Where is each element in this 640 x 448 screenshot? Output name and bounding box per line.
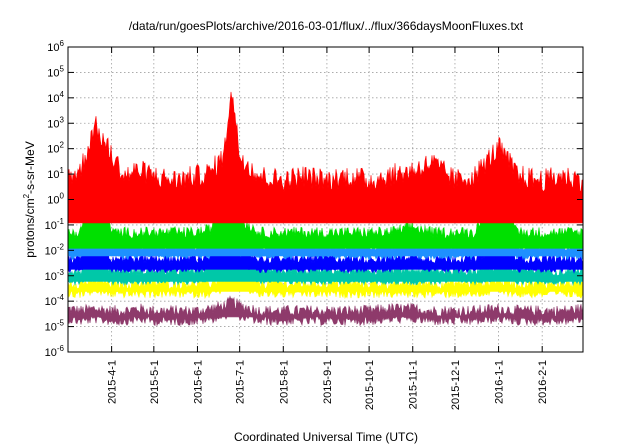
y-tick-exponent: -6 bbox=[57, 344, 65, 353]
y-tick-base: 10 bbox=[45, 271, 57, 283]
y-tick-base: 10 bbox=[45, 347, 57, 359]
y-tick-exponent: 5 bbox=[60, 64, 65, 73]
y-tick-exponent: 0 bbox=[60, 192, 65, 201]
series-trace-0 bbox=[67, 295, 584, 327]
y-tick-exponent: 1 bbox=[60, 166, 65, 175]
x-tick-label: 2016-2-1 bbox=[537, 360, 549, 404]
y-tick-base: 10 bbox=[47, 169, 59, 181]
y-tick-label: 10-5 bbox=[45, 319, 65, 334]
y-tick-label: 10-3 bbox=[45, 268, 65, 283]
y-tick-exponent: 6 bbox=[60, 39, 65, 48]
y-tick-base: 10 bbox=[47, 144, 59, 156]
x-tick-label: 2015-8-1 bbox=[278, 360, 290, 404]
y-tick-label: 102 bbox=[47, 141, 64, 156]
y-tick-label: 100 bbox=[47, 192, 64, 207]
y-tick-exponent: -2 bbox=[57, 242, 65, 251]
y-tick-base: 10 bbox=[47, 93, 59, 105]
x-tick-label: 2015-7-1 bbox=[235, 360, 247, 404]
y-tick-label: 10-2 bbox=[45, 242, 65, 257]
y-tick-exponent: -3 bbox=[57, 268, 65, 277]
y-axis-label: protons/cm2-s-sr-MeV bbox=[22, 141, 37, 257]
y-tick-exponent: -4 bbox=[57, 293, 65, 302]
y-tick-base: 10 bbox=[45, 322, 57, 334]
y-tick-label: 10-4 bbox=[45, 293, 65, 308]
y-tick-exponent: 4 bbox=[60, 90, 65, 99]
y-tick-label: 10-6 bbox=[45, 344, 65, 359]
y-axis-label-prefix: protons/cm bbox=[23, 198, 37, 257]
series-trace-6 bbox=[67, 91, 584, 224]
y-tick-exponent: -1 bbox=[57, 217, 65, 226]
y-tick-label: 105 bbox=[47, 64, 64, 79]
y-tick-label: 10-1 bbox=[45, 217, 65, 232]
x-tick-label: 2015-6-1 bbox=[192, 360, 204, 404]
y-tick-label: 103 bbox=[47, 115, 64, 130]
chart-title: /data/run/goesPlots/archive/2016-03-01/f… bbox=[129, 19, 524, 33]
y-tick-base: 10 bbox=[47, 118, 59, 130]
y-axis-label-sup: 2 bbox=[22, 193, 31, 198]
y-axis-label-suffix: -s-sr-MeV bbox=[23, 141, 37, 194]
x-axis-label: Coordinated Universal Time (UTC) bbox=[234, 430, 418, 444]
y-tick-base: 10 bbox=[47, 67, 59, 79]
y-tick-base: 10 bbox=[47, 42, 59, 54]
y-axis-ticks: 10-610-510-410-310-210-11001011021031041… bbox=[45, 39, 583, 359]
x-tick-label: 2015-9-1 bbox=[322, 360, 334, 404]
y-tick-label: 106 bbox=[47, 39, 64, 54]
y-tick-exponent: 2 bbox=[60, 141, 65, 150]
x-tick-label: 2015-5-1 bbox=[149, 360, 161, 404]
x-tick-label: 2016-1-1 bbox=[494, 360, 506, 404]
x-tick-label: 2015-12-1 bbox=[450, 360, 462, 410]
y-tick-base: 10 bbox=[45, 245, 57, 257]
x-axis-ticks: 2015-4-1 2015-5-1 2015-6-1 2015-7-1 2015-8-1… bbox=[107, 47, 549, 410]
x-tick-label: 2015-4-1 bbox=[107, 360, 119, 404]
y-tick-base: 10 bbox=[47, 195, 59, 207]
y-tick-label: 104 bbox=[47, 90, 64, 105]
y-tick-label: 101 bbox=[47, 166, 64, 181]
x-tick-label: 2015-10-1 bbox=[364, 360, 376, 410]
data-series bbox=[67, 91, 584, 327]
x-tick-label: 2015-11-1 bbox=[408, 360, 420, 409]
y-tick-exponent: -5 bbox=[57, 319, 65, 328]
y-tick-exponent: 3 bbox=[60, 115, 65, 124]
y-tick-base: 10 bbox=[45, 296, 57, 308]
y-tick-base: 10 bbox=[45, 220, 57, 232]
